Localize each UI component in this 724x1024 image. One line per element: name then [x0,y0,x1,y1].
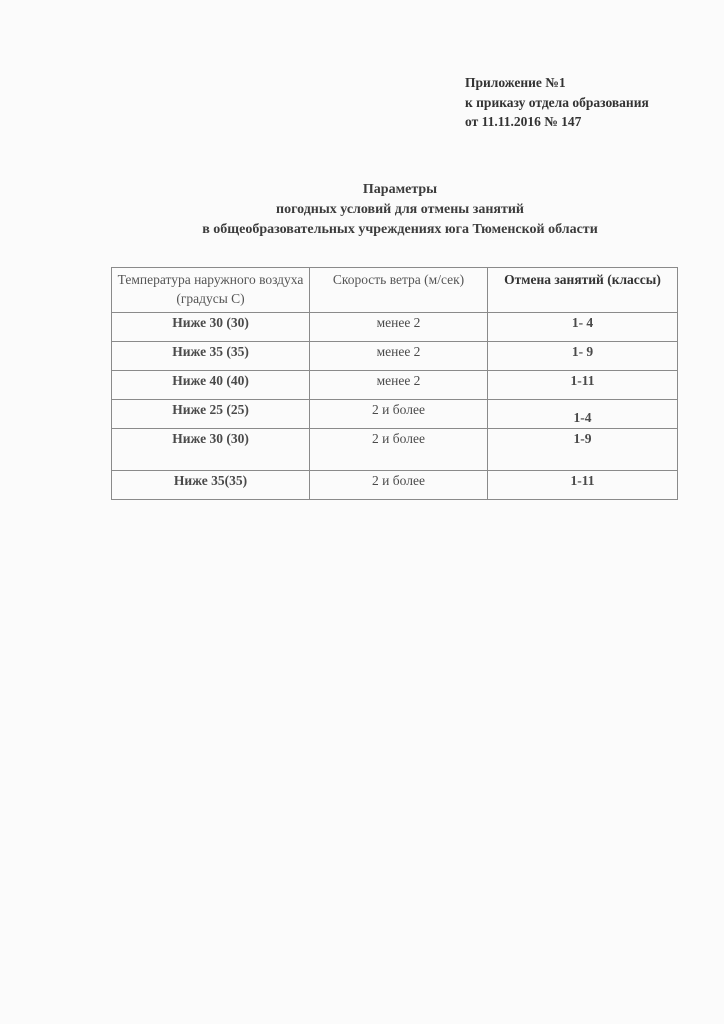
cell-temperature: Ниже 35(35) [111,470,310,500]
appendix-order-date: от 11.11.2016 № 147 [465,114,582,129]
table-row: Ниже 40 (40) менее 2 1-11 [111,370,678,400]
table-row: Ниже 35(35) 2 и более 1-11 [111,470,678,500]
cell-classes: 1- 4 [487,312,678,342]
appendix-order-ref: к приказу отдела образования [465,94,649,110]
header-wind-speed: Скорость ветра (м/сек) [309,267,488,313]
cell-temperature: Ниже 25 (25) [111,399,310,429]
table-row: Ниже 25 (25) 2 и более 1-4 [111,399,678,429]
table-header-row: Температура наружного воздуха (градусы С… [111,267,678,313]
cell-wind: менее 2 [309,312,488,342]
cell-classes: 1-9 [487,428,678,471]
cell-wind: 2 и более [309,428,488,471]
appendix-number: Приложение №1 [465,75,566,90]
table-row: Ниже 35 (35) менее 2 1- 9 [111,341,678,371]
cell-classes: 1-11 [487,470,678,500]
appendix-header: Приложение №1 к приказу отдела образован… [465,73,649,132]
cell-temperature: Ниже 35 (35) [111,341,310,371]
cell-wind: менее 2 [309,370,488,400]
cell-wind: 2 и более [309,399,488,429]
title-line-1: Параметры [362,182,438,197]
weather-parameters-table: Температура наружного воздуха (градусы С… [111,267,678,500]
title-line-2: погодных условий для отмены занятий [276,202,524,217]
cell-temperature: Ниже 30 (30) [111,312,310,342]
table-row: Ниже 30 (30) 2 и более 1-9 [111,428,678,471]
cell-wind: менее 2 [309,341,488,371]
table-row: Ниже 30 (30) менее 2 1- 4 [111,312,678,342]
header-cancellation: Отмена занятий (классы) [487,267,678,313]
cell-temperature: Ниже 40 (40) [111,370,310,400]
header-temperature: Температура наружного воздуха (градусы С… [111,267,310,313]
cell-classes: 1- 9 [487,341,678,371]
document-title: Параметры погодных условий для отмены за… [100,180,700,240]
cell-wind: 2 и более [309,470,488,500]
title-line-3: в общеобразовательных учреждениях юга Тю… [202,222,598,237]
cell-classes: 1-4 [487,399,678,429]
cell-classes: 1-11 [487,370,678,400]
cell-temperature: Ниже 30 (30) [111,428,310,471]
